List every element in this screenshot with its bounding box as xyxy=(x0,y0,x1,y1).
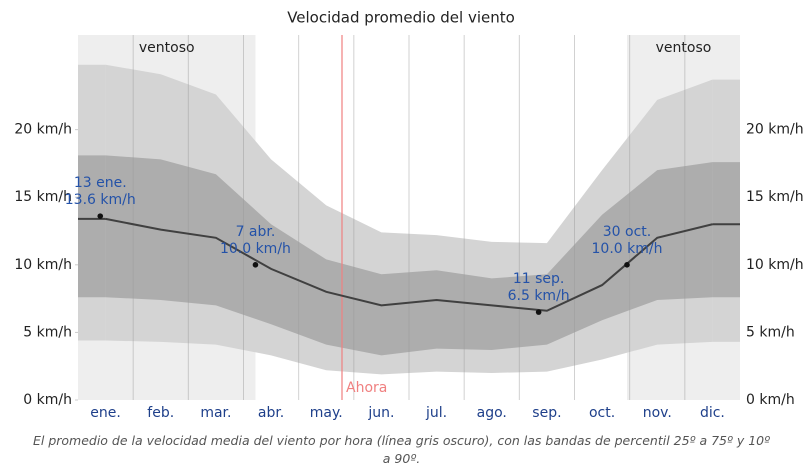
y-tick-label: 5 km/h xyxy=(23,324,72,340)
y2-tick-label: 10 km/h xyxy=(746,257,803,273)
y-tick-label: 20 km/h xyxy=(14,122,72,138)
annotation-date: 30 oct. xyxy=(603,224,651,240)
annotation-value: 10.0 km/h xyxy=(592,241,663,257)
y2-tick-label: 0 km/h xyxy=(746,392,795,408)
now-label: Ahora xyxy=(346,380,387,396)
chart-title: Velocidad promedio del viento xyxy=(287,9,515,27)
y2-tick-label: 20 km/h xyxy=(746,122,803,138)
windy-label: ventoso xyxy=(139,40,195,56)
annotation-dot xyxy=(252,262,259,268)
y2-tick-label: 5 km/h xyxy=(746,324,795,340)
x-tick-label: dic. xyxy=(700,405,725,421)
x-tick-label: ene. xyxy=(90,405,121,421)
x-tick-label: sep. xyxy=(532,405,561,421)
annotation-date: 7 abr. xyxy=(236,224,276,240)
x-tick-label: jul. xyxy=(425,405,447,421)
annotation-dot xyxy=(535,309,542,315)
annotation-date: 13 ene. xyxy=(74,175,127,191)
x-tick-label: oct. xyxy=(589,405,615,421)
caption: El promedio de la velocidad media del vi… xyxy=(32,433,771,466)
y-tick-label: 0 km/h xyxy=(23,392,72,408)
x-tick-label: ago. xyxy=(477,405,507,421)
annotation-date: 11 sep. xyxy=(513,271,565,287)
mean-line xyxy=(105,217,713,312)
x-tick-label: jun. xyxy=(367,405,394,421)
x-tick-label: mar. xyxy=(200,405,231,421)
annotation-dot xyxy=(97,213,104,219)
annotation-value: 6.5 km/h xyxy=(508,288,570,304)
x-tick-label: abr. xyxy=(258,405,284,421)
x-tick-label: may. xyxy=(310,405,343,421)
y2-tick-label: 15 km/h xyxy=(746,189,803,205)
y-tick-label: 15 km/h xyxy=(14,189,72,205)
annotation-dot xyxy=(624,262,630,268)
x-tick-label: nov. xyxy=(643,405,672,421)
chart: Velocidad promedio del viento ventoso ven… xyxy=(14,9,803,422)
band-edge xyxy=(712,162,740,298)
x-tick-label: feb. xyxy=(147,405,174,421)
band-edge xyxy=(78,155,106,298)
annotation-value: 13.6 km/h xyxy=(65,192,136,208)
annotation-value: 10.0 km/h xyxy=(220,241,291,257)
y-tick-label: 10 km/h xyxy=(14,257,72,273)
windy-label: ventoso xyxy=(656,40,712,56)
